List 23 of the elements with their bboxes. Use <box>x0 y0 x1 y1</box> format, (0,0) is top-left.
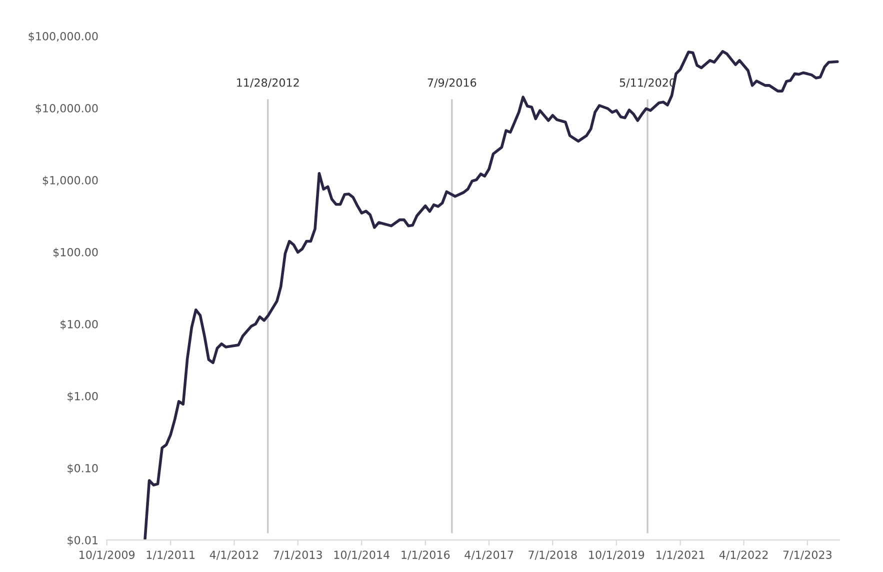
x-tick-label: 7/1/2013 <box>274 550 322 560</box>
x-tick-label: 1/1/2021 <box>656 550 704 560</box>
x-tick-label: 10/1/2019 <box>589 550 644 560</box>
y-tick-label: $1.00 <box>68 392 98 402</box>
x-tick-label: 7/1/2023 <box>783 550 832 560</box>
x-tick-label: 4/1/2017 <box>464 550 514 560</box>
y-tick-label: $100,000.00 <box>28 32 98 42</box>
x-tick-label: 4/1/2022 <box>719 550 768 560</box>
x-tick-label: 10/1/2014 <box>334 550 390 560</box>
y-tick-label: $0.01 <box>68 536 98 546</box>
x-tick-label: 10/1/2009 <box>80 550 135 560</box>
x-tick-label: 7/1/2018 <box>528 550 577 560</box>
y-tick-label: $100.00 <box>53 248 98 258</box>
x-tick-label: 1/1/2016 <box>402 550 450 560</box>
ref-line-label: 7/9/2016 <box>428 78 476 88</box>
x-tick-label: 1/1/2011 <box>146 550 195 560</box>
y-tick-label: $0.10 <box>68 464 98 474</box>
x-tick-label: 4/1/2012 <box>210 550 258 560</box>
y-tick-label: $10,000.00 <box>36 104 98 114</box>
line-series <box>144 50 839 540</box>
ref-line-label: 11/28/2012 <box>237 78 299 88</box>
y-tick-label: $1,000.00 <box>42 176 98 186</box>
y-tick-label: $10.00 <box>60 320 98 330</box>
